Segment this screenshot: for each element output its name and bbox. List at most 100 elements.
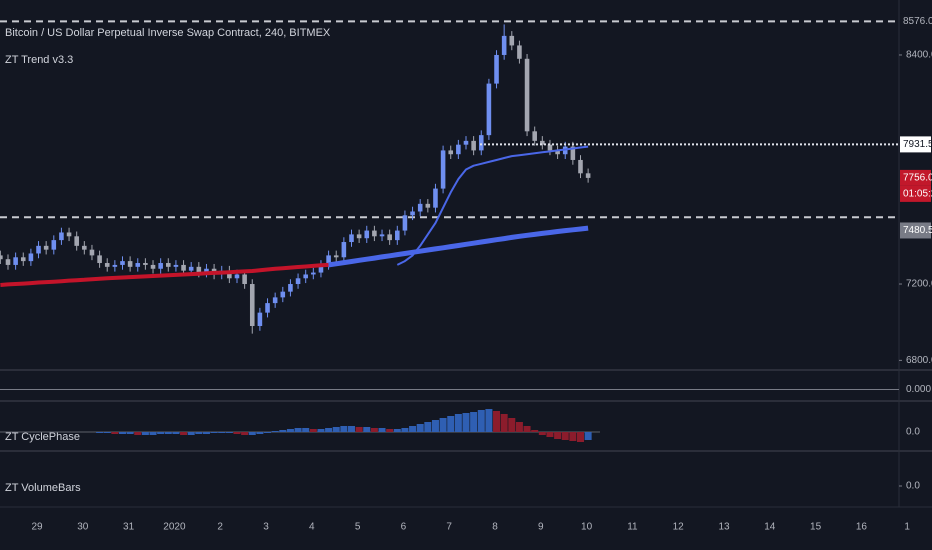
cycle-bar bbox=[546, 432, 554, 437]
candle-body bbox=[486, 83, 492, 136]
candle-body bbox=[43, 245, 49, 250]
cycle-bar bbox=[248, 432, 256, 435]
candle-body bbox=[127, 261, 133, 267]
trend-line bbox=[396, 145, 589, 266]
cycle-bar bbox=[485, 409, 493, 432]
candle-body bbox=[524, 58, 530, 132]
cycle-bar bbox=[370, 428, 378, 432]
candle-body bbox=[135, 263, 141, 267]
cycle-bar bbox=[256, 432, 264, 434]
candle-body bbox=[341, 242, 347, 258]
candle-body bbox=[387, 234, 392, 241]
cycle-bar bbox=[554, 432, 562, 439]
cycle-bar bbox=[317, 429, 325, 432]
cycle-bar bbox=[118, 432, 126, 434]
candle-body bbox=[532, 131, 537, 141]
candle-body bbox=[280, 291, 286, 298]
candle-body bbox=[89, 249, 95, 256]
cycle-bar bbox=[454, 414, 462, 432]
candle-body bbox=[448, 150, 454, 155]
cycle-bar bbox=[569, 432, 577, 441]
candle-body bbox=[379, 234, 385, 237]
cycle-bar bbox=[264, 432, 272, 433]
candle-body bbox=[433, 188, 438, 208]
candle-body bbox=[333, 255, 339, 258]
cycle-bar bbox=[447, 416, 455, 432]
cycle-bar bbox=[225, 432, 233, 433]
candle-body bbox=[196, 266, 202, 273]
candle-body bbox=[59, 232, 64, 241]
candle-body bbox=[272, 297, 278, 304]
candle-body bbox=[295, 278, 301, 285]
cycle-bar bbox=[202, 432, 210, 434]
candle-body bbox=[120, 261, 125, 265]
cycle-bar bbox=[103, 432, 111, 433]
x-tick-label: 11 bbox=[627, 522, 638, 533]
cycle-bar bbox=[462, 413, 470, 432]
countdown-box bbox=[900, 185, 931, 202]
candle-body bbox=[104, 263, 110, 267]
y-tick-label: 7200.0 bbox=[906, 279, 932, 290]
candle-body bbox=[97, 255, 102, 264]
candle-body bbox=[311, 272, 316, 275]
cycle-bar bbox=[409, 426, 417, 432]
y-tick-label: 0.0 bbox=[906, 427, 920, 438]
countdown: 01:05:27 bbox=[903, 189, 932, 200]
cycle-bar bbox=[508, 418, 516, 432]
candle-body bbox=[364, 230, 370, 239]
x-tick-label: 14 bbox=[764, 522, 776, 533]
cycle-bar bbox=[218, 432, 226, 433]
candle-body bbox=[158, 263, 163, 269]
candle-body bbox=[501, 35, 507, 55]
cycle-bar bbox=[523, 426, 531, 432]
x-tick-label: 31 bbox=[123, 522, 135, 533]
cycle-bar bbox=[271, 431, 279, 432]
cycle-bar bbox=[180, 432, 188, 435]
cycle-bar bbox=[126, 432, 134, 434]
cycle-bar bbox=[210, 432, 218, 433]
cycle-bar bbox=[195, 432, 203, 434]
y-tick-label: 8400.0 bbox=[906, 50, 932, 61]
x-tick-label: 10 bbox=[581, 522, 593, 533]
trend-line bbox=[0, 262, 329, 287]
candle-body bbox=[143, 263, 148, 265]
cycle-bar bbox=[111, 432, 119, 434]
x-tick-label: 2 bbox=[217, 522, 223, 533]
cycle-bar bbox=[294, 428, 302, 432]
candle-body bbox=[425, 203, 431, 208]
cycle-bar bbox=[477, 410, 485, 432]
cycle-bar bbox=[332, 427, 340, 432]
candle-body bbox=[326, 255, 331, 265]
cycle-bar bbox=[157, 432, 165, 434]
cycle-bar bbox=[325, 428, 333, 432]
price-axis: 29 30 31 2020 2 3 4 5 6 7 8 9 10 11 12 13 14 15 16 1 8400.0 7… bbox=[31, 13, 932, 533]
cycle-bar bbox=[347, 426, 355, 432]
x-tick-label: 3 bbox=[263, 522, 269, 533]
candle-body bbox=[547, 144, 553, 151]
y-tick-label: 6800.0 bbox=[906, 355, 932, 366]
x-tick-label: 15 bbox=[810, 522, 822, 533]
cycle-bar bbox=[416, 424, 424, 432]
candle-body bbox=[150, 264, 156, 269]
cycle-bar bbox=[424, 422, 432, 432]
candle-body bbox=[356, 234, 362, 239]
price-label-box bbox=[900, 169, 931, 186]
x-tick-label: 5 bbox=[355, 522, 361, 533]
x-tick-label: 4 bbox=[309, 522, 315, 533]
candle-body bbox=[227, 270, 232, 279]
cycle-bar bbox=[561, 432, 569, 440]
cycle-bar bbox=[378, 428, 386, 432]
candle-body bbox=[265, 303, 270, 313]
cycle-bar bbox=[531, 430, 539, 432]
candle-body bbox=[494, 54, 499, 84]
cycle-bar bbox=[401, 428, 409, 432]
price-label: 7480.5 bbox=[903, 225, 932, 236]
candle-body bbox=[188, 266, 194, 271]
cycle-bar bbox=[584, 432, 592, 440]
cycle-bar bbox=[515, 422, 523, 432]
cycle-bar bbox=[141, 432, 149, 435]
x-tick-label: 29 bbox=[31, 522, 43, 533]
cycle-bar bbox=[439, 418, 447, 432]
candle-body bbox=[74, 236, 79, 246]
candle-body bbox=[517, 45, 522, 59]
